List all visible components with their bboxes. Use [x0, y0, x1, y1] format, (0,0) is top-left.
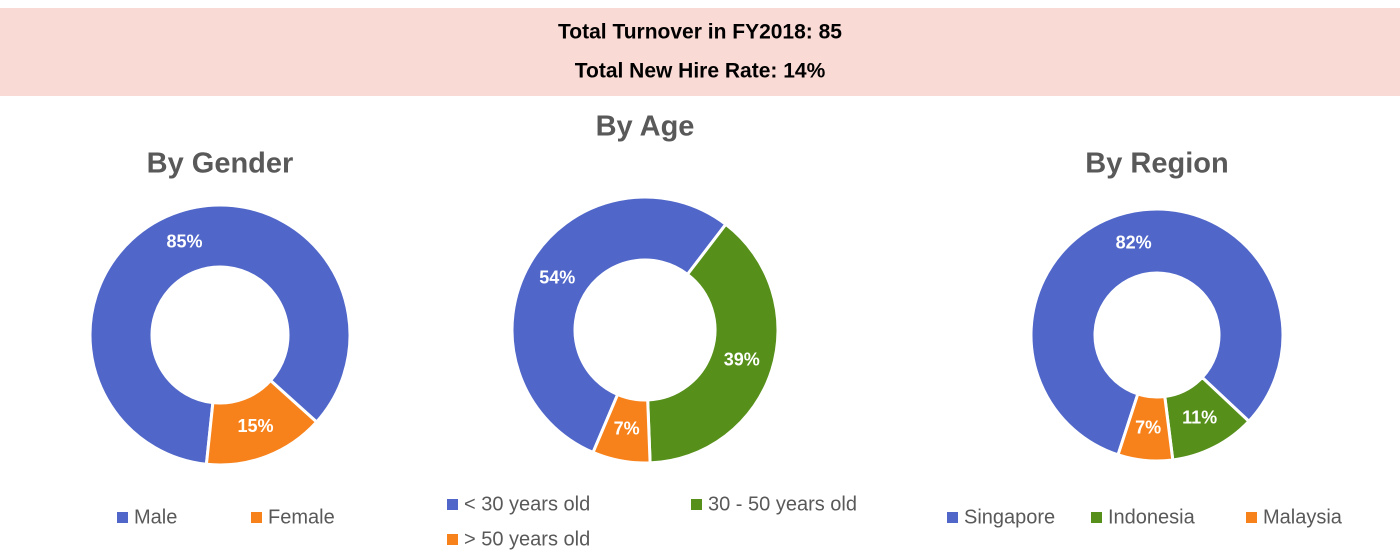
- chart-title: By Gender: [147, 148, 294, 180]
- legend-swatch: [251, 512, 262, 523]
- chart-title: By Region: [1085, 148, 1228, 180]
- legend-label: Singapore: [964, 506, 1055, 528]
- legend-label: Indonesia: [1108, 506, 1196, 528]
- legend-swatch: [447, 499, 458, 510]
- header-line: Total Turnover in FY2018: 85: [558, 21, 842, 44]
- donut-slice: [646, 222, 780, 465]
- legend-swatch: [1091, 512, 1102, 523]
- legend-label: < 30 years old: [464, 493, 590, 515]
- chart-title: By Age: [596, 111, 695, 143]
- header-banner: [0, 8, 1400, 96]
- legend-label: Female: [268, 506, 335, 528]
- legend-swatch: [691, 499, 702, 510]
- legend-label: 30 - 50 years old: [708, 493, 857, 515]
- header-line: Total New Hire Rate: 14%: [575, 60, 826, 83]
- legend-label: > 50 years old: [464, 528, 590, 550]
- legend-swatch: [1246, 512, 1257, 523]
- data-label: 11%: [1182, 408, 1217, 428]
- data-label: 54%: [539, 268, 575, 288]
- data-label: 7%: [614, 419, 640, 439]
- legend-swatch: [947, 512, 958, 523]
- donut-slice: [1116, 392, 1175, 463]
- donut-slice: [510, 195, 728, 455]
- legend-swatch: [447, 534, 458, 545]
- donut-slice: [204, 378, 319, 467]
- data-label: 85%: [167, 231, 203, 251]
- data-label: 15%: [237, 416, 273, 436]
- donut-slice: [591, 392, 652, 465]
- data-label: 39%: [724, 349, 760, 369]
- donut-slice: [88, 203, 352, 466]
- legend-label: Male: [134, 506, 177, 528]
- legend-swatch: [117, 512, 128, 523]
- legend-label: Malaysia: [1263, 506, 1343, 528]
- data-label: 82%: [1116, 233, 1152, 253]
- data-label: 7%: [1135, 417, 1161, 437]
